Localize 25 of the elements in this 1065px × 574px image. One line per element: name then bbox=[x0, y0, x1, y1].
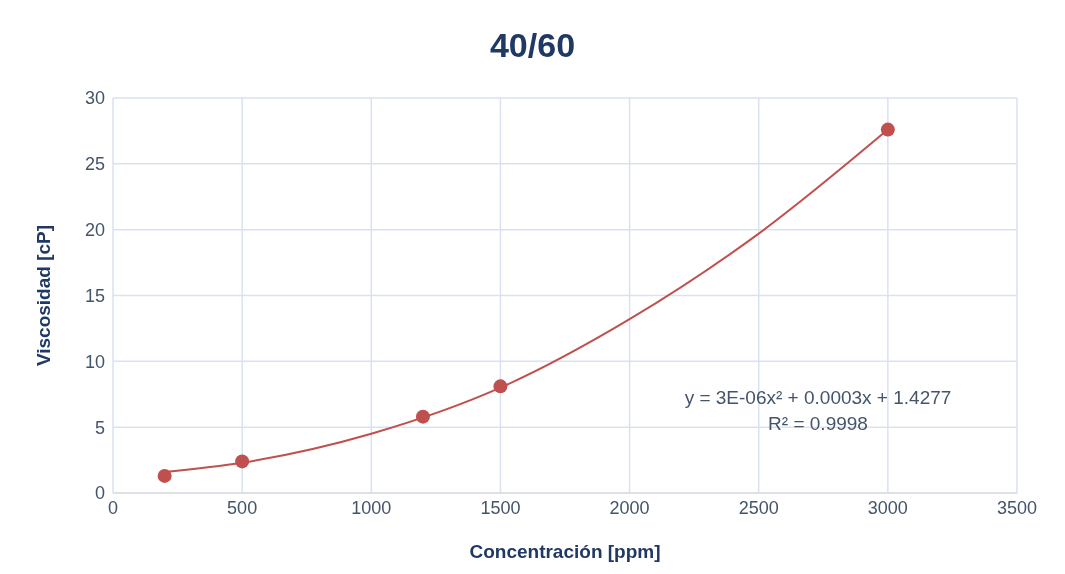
y-tick-label: 20 bbox=[84, 220, 105, 241]
annotation: R² = 0.9998 bbox=[767, 412, 869, 436]
y-tick-label: 30 bbox=[84, 88, 105, 109]
x-tick-label: 1000 bbox=[351, 497, 392, 518]
annotation: y = 3E-06x² + 0.0003x + 1.4277 bbox=[683, 386, 953, 410]
y-tick-label: 5 bbox=[94, 417, 105, 438]
y-tick-label: 0 bbox=[94, 483, 105, 504]
point bbox=[493, 379, 508, 394]
x-tick-label: 1500 bbox=[480, 497, 521, 518]
x-tick-label: 3000 bbox=[867, 497, 908, 518]
point bbox=[235, 454, 250, 469]
x-tick-label: 2500 bbox=[738, 497, 779, 518]
x-axis-title: Concentración [ppm] bbox=[469, 541, 661, 562]
y-tick-label: 15 bbox=[84, 285, 105, 306]
point bbox=[880, 122, 895, 137]
x-tick-label: 500 bbox=[227, 497, 258, 518]
x-tick-label: 0 bbox=[107, 497, 119, 518]
chart-title: 40/60 bbox=[488, 25, 577, 66]
y-tick-label: 25 bbox=[84, 154, 105, 175]
x-tick-label: 3500 bbox=[996, 497, 1038, 518]
y-tick-label: 10 bbox=[84, 351, 105, 372]
point bbox=[415, 409, 430, 424]
point bbox=[157, 468, 172, 483]
y-axis-title: Viscosidad [cP] bbox=[32, 224, 54, 367]
x-tick-label: 2000 bbox=[609, 497, 650, 518]
